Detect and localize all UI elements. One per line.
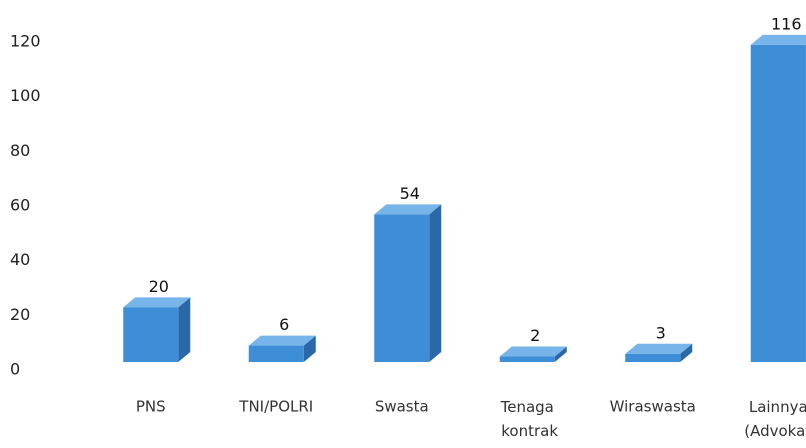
y-tick-label: 20 bbox=[10, 305, 30, 324]
x-tick-label: Tenaga kontrak bbox=[496, 398, 558, 440]
bar bbox=[625, 343, 693, 362]
value-label: 3 bbox=[656, 323, 666, 342]
bar-top bbox=[625, 343, 693, 354]
x-tick-label: Swasta bbox=[375, 398, 429, 416]
value-label: 2 bbox=[530, 326, 540, 345]
bar bbox=[750, 34, 806, 362]
x-tick-label: Wiraswasta bbox=[610, 398, 696, 416]
y-tick-label: 100 bbox=[10, 86, 41, 105]
value-label: 54 bbox=[400, 184, 420, 203]
y-tick-label: 120 bbox=[10, 32, 41, 51]
y-tick-label: 40 bbox=[10, 250, 30, 269]
bar-side bbox=[554, 346, 567, 362]
bar-side bbox=[429, 204, 442, 362]
y-tick-label: 60 bbox=[10, 196, 30, 215]
bar bbox=[499, 346, 567, 362]
x-tick-label: Lainnya (Advokat) bbox=[739, 398, 806, 440]
bar-side bbox=[680, 343, 693, 362]
bar-top bbox=[248, 335, 316, 346]
bar-side bbox=[303, 335, 316, 362]
value-label: 6 bbox=[279, 315, 289, 334]
bar-front bbox=[248, 345, 304, 362]
x-tick-label: TNI/POLRI bbox=[238, 398, 313, 416]
bar-top bbox=[374, 204, 442, 215]
bar-front bbox=[625, 353, 681, 362]
bar-top bbox=[750, 34, 806, 45]
bar-front bbox=[499, 356, 555, 362]
x-tick-label: PNS bbox=[136, 398, 166, 416]
bar bbox=[374, 204, 442, 362]
y-tick-label: 0 bbox=[10, 360, 20, 379]
value-label: 116 bbox=[771, 14, 802, 33]
bar-front bbox=[750, 44, 806, 362]
bar bbox=[123, 297, 191, 362]
value-label: 20 bbox=[149, 277, 169, 296]
bar-front bbox=[123, 307, 179, 362]
bar-top bbox=[123, 297, 191, 308]
bar bbox=[248, 335, 316, 362]
bar-side bbox=[178, 297, 191, 362]
bar-top bbox=[499, 346, 567, 357]
bar-front bbox=[374, 214, 430, 362]
y-tick-label: 80 bbox=[10, 141, 30, 160]
